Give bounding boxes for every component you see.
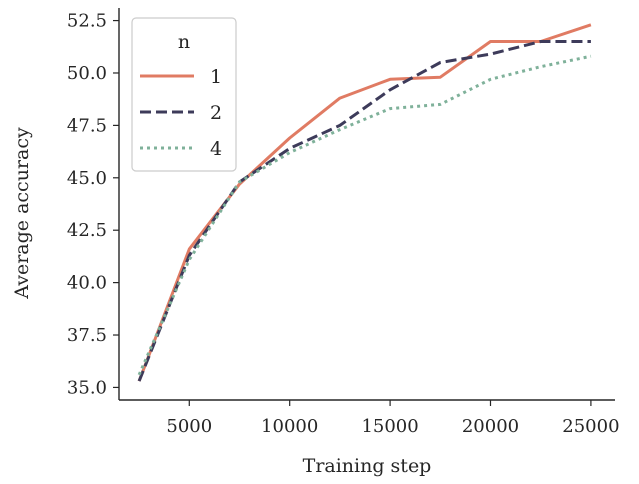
- legend-box: [131, 17, 237, 172]
- x-tick-label: 5000: [166, 416, 212, 437]
- x-axis-title: Training step: [303, 455, 432, 477]
- y-tick-label: 35.0: [67, 377, 107, 398]
- y-tick-label: 37.5: [67, 325, 107, 346]
- y-axis-title: Average accuracy: [11, 127, 33, 300]
- x-tick-label: 10000: [261, 416, 318, 437]
- y-tick-label: 50.0: [67, 63, 107, 84]
- series-line-2: [137, 40, 591, 382]
- x-tick-label: 25000: [562, 416, 619, 437]
- x-ticks: 5000 10000 15000 20000 25000: [166, 400, 620, 437]
- x-tick-label: 20000: [462, 416, 519, 437]
- legend-label-1: 1: [210, 66, 222, 88]
- y-tick-label: 47.5: [67, 115, 107, 136]
- x-tick-label: 15000: [361, 416, 418, 437]
- y-ticks: 35.0 37.5 40.0 42.5 45.0 47.5 50.0 52.5: [67, 11, 119, 398]
- legend-label-4: 4: [210, 138, 222, 160]
- legend: n 1 2 4: [131, 17, 237, 172]
- plot-area: [137, 23, 592, 382]
- y-tick-label: 52.5: [67, 11, 107, 32]
- y-tick-label: 45.0: [67, 168, 107, 189]
- series-line-4: [137, 54, 592, 376]
- legend-label-2: 2: [210, 102, 222, 124]
- y-tick-label: 40.0: [67, 273, 107, 294]
- y-tick-label: 42.5: [67, 220, 107, 241]
- legend-title: n: [178, 31, 190, 53]
